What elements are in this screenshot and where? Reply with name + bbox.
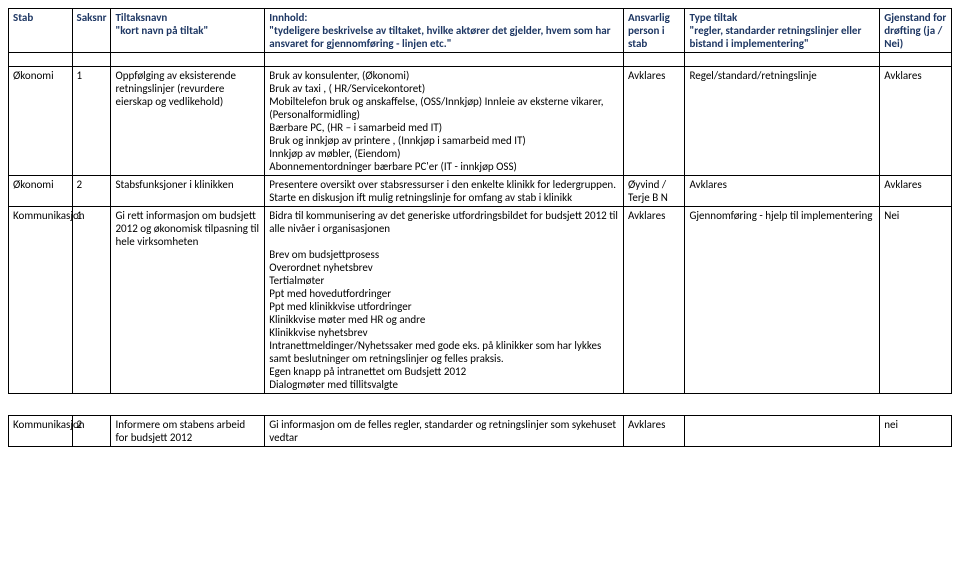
cell-navn: Oppfølging av eksisterende retningslinje…	[111, 67, 265, 176]
col-innhold: Innhold: "tydeligere beskrivelse av tilt…	[265, 9, 624, 53]
cell-ansvarlig: Øyvind / Terje B N	[623, 176, 685, 207]
table-row: Kommunikasjon 1 Gi rett informasjon om b…	[9, 207, 952, 394]
cell-navn: Informere om stabens arbeid for budsjett…	[111, 416, 265, 447]
cell-stab: Kommunikasjon	[9, 207, 73, 394]
cell-ansvarlig: Avklares	[623, 67, 685, 176]
col-tiltaksnavn: Tiltaksnavn "kort navn på tiltak"	[111, 9, 265, 53]
table-row: Økonomi 2 Stabsfunksjoner i klinikken Pr…	[9, 176, 952, 207]
table-row: Økonomi 1 Oppfølging av eksisterende ret…	[9, 67, 952, 176]
cell-gjenstand: Nei	[880, 207, 952, 394]
cell-saksnr: 2	[72, 416, 111, 447]
cell-type: Regel/standard/retningslinje	[685, 67, 880, 176]
cell-navn: Gi rett informasjon om budsjett 2012 og …	[111, 207, 265, 394]
cell-ansvarlig: Avklares	[623, 416, 685, 447]
cell-innhold: Presentere oversikt over stabsressurser …	[265, 176, 624, 207]
cell-gjenstand: Avklares	[880, 67, 952, 176]
cell-ansvarlig: Avklares	[623, 207, 685, 394]
cell-gjenstand: nei	[880, 416, 952, 447]
cell-saksnr: 1	[72, 207, 111, 394]
table-row: Kommunikasjon 2 Informere om stabens arb…	[9, 416, 952, 447]
cell-stab: Økonomi	[9, 176, 73, 207]
cell-saksnr: 2	[72, 176, 111, 207]
col-ansvarlig: Ansvarlig person i stab	[623, 9, 685, 53]
cell-stab: Økonomi	[9, 67, 73, 176]
cell-navn: Stabsfunksjoner i klinikken	[111, 176, 265, 207]
table-header: Stab Saksnr Tiltaksnavn "kort navn på ti…	[9, 9, 952, 53]
col-stab: Stab	[9, 9, 73, 53]
col-saksnr: Saksnr	[72, 9, 111, 53]
cell-innhold: Bruk av konsulenter, (Økonomi) Bruk av t…	[265, 67, 624, 176]
tiltak-table: Stab Saksnr Tiltaksnavn "kort navn på ti…	[8, 8, 952, 447]
cell-gjenstand: Avklares	[880, 176, 952, 207]
cell-innhold: Gi informasjon om de felles regler, stan…	[265, 416, 624, 447]
cell-innhold: Bidra til kommunisering av det generiske…	[265, 207, 624, 394]
cell-type: Avklares	[685, 176, 880, 207]
cell-type: Gjennomføring - hjelp til implementering	[685, 207, 880, 394]
cell-saksnr: 1	[72, 67, 111, 176]
col-type: Type tiltak "regler, standarder retnings…	[685, 9, 880, 53]
col-gjenstand: Gjenstand for drøfting (ja / Nei)	[880, 9, 952, 53]
cell-stab: Kommunikasjon	[9, 416, 73, 447]
cell-type	[685, 416, 880, 447]
